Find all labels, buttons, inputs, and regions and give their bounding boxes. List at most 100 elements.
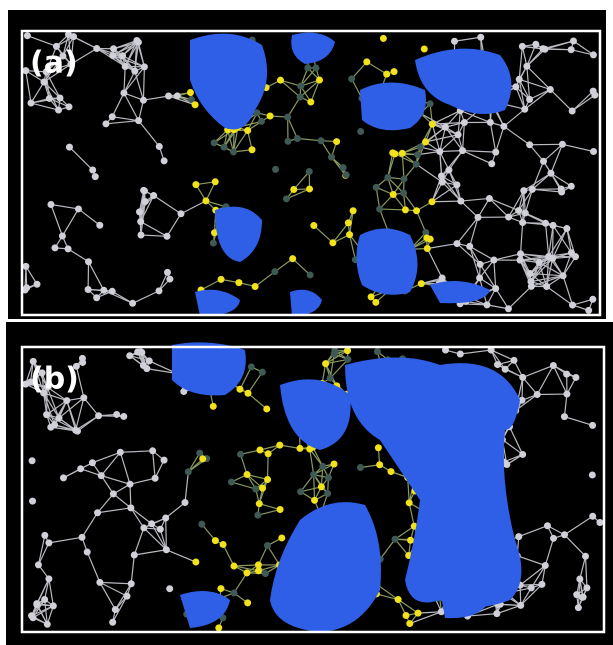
atom (84, 549, 91, 556)
atom (596, 519, 603, 526)
atom (519, 374, 526, 381)
atom (383, 71, 390, 78)
atom (249, 146, 256, 153)
atom (290, 186, 297, 193)
atom (539, 45, 546, 52)
atom (92, 173, 99, 180)
atom (583, 584, 590, 591)
atom (519, 219, 526, 226)
atom (589, 422, 596, 429)
atom (45, 539, 52, 546)
atom (483, 301, 490, 308)
atom (316, 77, 323, 84)
atom (459, 147, 466, 154)
atom (199, 455, 206, 462)
atom (575, 604, 582, 611)
atom (24, 32, 31, 39)
atom (80, 394, 87, 401)
atom (110, 490, 117, 497)
atom (442, 124, 449, 131)
atom (380, 35, 387, 42)
atom (516, 76, 523, 83)
atom (198, 521, 205, 528)
atom (372, 299, 379, 306)
atom (259, 369, 266, 376)
atom (51, 244, 58, 251)
atom (128, 580, 135, 587)
atom (149, 447, 156, 454)
atom (85, 286, 92, 293)
atom (140, 524, 147, 531)
atom (331, 460, 338, 467)
atom (289, 255, 296, 262)
atom (422, 138, 429, 145)
atom (545, 253, 552, 260)
atom (547, 170, 554, 177)
atom (254, 512, 261, 519)
atom (527, 270, 534, 277)
atom (297, 83, 304, 90)
atom (211, 139, 218, 146)
atom (488, 160, 495, 167)
atom (363, 58, 370, 65)
atom (477, 261, 484, 268)
atom (255, 567, 262, 574)
atom (119, 52, 126, 59)
atom (318, 137, 325, 144)
bond (166, 518, 167, 550)
atom (493, 610, 500, 617)
atom (307, 271, 314, 278)
atom (413, 207, 420, 214)
atom (66, 103, 73, 110)
atom (402, 206, 409, 213)
atom (215, 624, 222, 631)
atom (29, 614, 36, 621)
atom (230, 148, 237, 155)
atom (310, 222, 317, 229)
atom (162, 514, 169, 521)
atom (60, 474, 67, 481)
atom (44, 621, 51, 628)
atom (276, 442, 283, 449)
atom (503, 461, 510, 468)
atom (427, 100, 434, 107)
atom (344, 356, 351, 363)
atom (520, 187, 527, 194)
atom (492, 149, 499, 156)
atom (543, 283, 550, 290)
atom (304, 64, 311, 71)
atom (278, 534, 285, 541)
atom (100, 287, 107, 294)
atom (486, 195, 493, 202)
atom (526, 96, 533, 103)
atom (262, 570, 269, 577)
atom (138, 349, 145, 356)
atom (576, 575, 583, 582)
atom (424, 245, 431, 252)
atom (164, 269, 171, 276)
atom (135, 117, 142, 124)
atom (453, 181, 460, 188)
atom (569, 108, 576, 115)
atom (85, 258, 92, 265)
atom (572, 374, 579, 381)
atom (340, 164, 347, 171)
atom (59, 232, 66, 239)
atom (517, 250, 524, 257)
atom (329, 239, 336, 246)
atom (192, 101, 199, 108)
atom (343, 171, 350, 178)
atom (526, 141, 533, 148)
atom (331, 351, 338, 358)
atom (137, 231, 144, 238)
atom (297, 94, 304, 101)
figure: (a) (b) (0, 0, 613, 645)
atom (255, 561, 262, 568)
atom (166, 276, 173, 283)
atom (265, 450, 272, 457)
atom (230, 562, 237, 569)
atom (428, 198, 435, 205)
atom (256, 447, 263, 454)
atom (403, 612, 410, 619)
atom (95, 412, 102, 419)
